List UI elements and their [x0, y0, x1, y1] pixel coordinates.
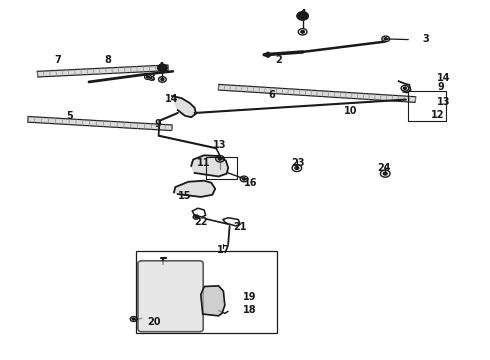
Polygon shape — [191, 155, 228, 176]
Polygon shape — [27, 117, 172, 131]
Text: 3: 3 — [148, 73, 155, 83]
Bar — [206, 157, 237, 179]
Bar — [408, 91, 446, 121]
Text: 4: 4 — [158, 62, 164, 72]
Circle shape — [161, 78, 164, 81]
Text: 4: 4 — [299, 9, 306, 19]
Circle shape — [132, 318, 135, 320]
Text: 23: 23 — [291, 158, 305, 168]
Circle shape — [384, 38, 387, 40]
Text: 7: 7 — [54, 55, 61, 65]
Text: 13: 13 — [437, 98, 451, 107]
Polygon shape — [174, 181, 215, 197]
Polygon shape — [37, 65, 169, 77]
Text: 14: 14 — [437, 73, 451, 83]
Text: 20: 20 — [147, 317, 161, 327]
Text: 3: 3 — [423, 34, 429, 44]
Text: 13: 13 — [213, 140, 227, 150]
Text: 16: 16 — [244, 178, 258, 188]
Circle shape — [403, 87, 406, 89]
Text: 19: 19 — [243, 292, 257, 302]
Text: 22: 22 — [194, 217, 208, 227]
Text: 6: 6 — [268, 90, 275, 100]
Text: 18: 18 — [243, 305, 257, 315]
Circle shape — [301, 31, 304, 33]
Circle shape — [147, 76, 149, 78]
Text: 14: 14 — [165, 94, 179, 104]
Circle shape — [383, 172, 387, 175]
Text: 9: 9 — [437, 81, 444, 91]
Text: 10: 10 — [344, 106, 357, 116]
Polygon shape — [201, 286, 225, 316]
Circle shape — [219, 158, 222, 160]
Text: 5: 5 — [66, 112, 73, 121]
FancyBboxPatch shape — [138, 261, 203, 332]
Circle shape — [195, 216, 197, 218]
Text: 24: 24 — [377, 163, 391, 173]
Text: 9: 9 — [154, 118, 161, 129]
Text: 8: 8 — [105, 55, 112, 65]
Text: 2: 2 — [275, 55, 282, 65]
Polygon shape — [218, 84, 416, 102]
Text: 17: 17 — [217, 245, 230, 255]
Text: 15: 15 — [178, 191, 192, 201]
Circle shape — [297, 12, 308, 20]
Circle shape — [158, 64, 167, 71]
Circle shape — [243, 178, 245, 180]
Text: 12: 12 — [431, 111, 445, 121]
Circle shape — [295, 167, 299, 170]
Bar — [136, 251, 277, 333]
Text: 21: 21 — [233, 221, 247, 231]
Text: 11: 11 — [197, 158, 211, 168]
Polygon shape — [172, 96, 196, 117]
